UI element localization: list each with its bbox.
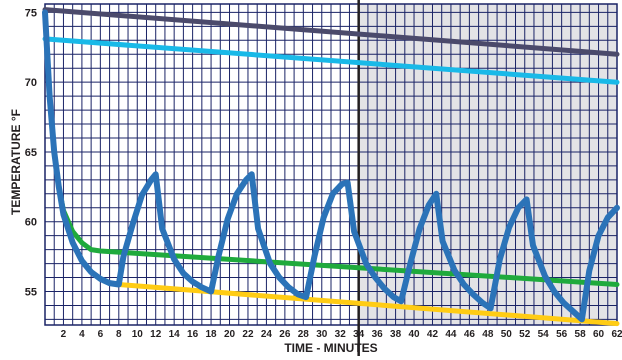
x-tick-label: 60: [593, 329, 605, 340]
series-line-1: [42, 7, 620, 57]
y-tick-label: 70: [25, 77, 37, 89]
x-tick-label: 44: [445, 329, 457, 340]
x-tick-label: 40: [408, 329, 420, 340]
x-tick-label: 58: [575, 329, 587, 340]
series-line-2: [42, 36, 620, 85]
x-tick-label: 20: [224, 329, 236, 340]
x-tick-label: 38: [390, 329, 402, 340]
x-tick-label: 36: [372, 329, 384, 340]
x-tick-label: 6: [98, 329, 104, 340]
x-tick-label: 14: [169, 329, 181, 340]
x-tick-label: 26: [279, 329, 291, 340]
x-tick-label: 50: [501, 329, 513, 340]
x-tick-label: 34: [353, 329, 365, 340]
x-tick-label: 62: [611, 329, 622, 340]
series-line-5: [42, 9, 620, 323]
x-tick-label: 28: [298, 329, 310, 340]
x-tick-label: 32: [335, 329, 347, 340]
x-tick-label: 52: [519, 329, 531, 340]
x-tick-label: 2: [61, 329, 67, 340]
y-tick-label: 65: [25, 147, 37, 159]
x-tick-label: 12: [150, 329, 162, 340]
x-tick-label: 8: [116, 329, 122, 340]
series-lines: [42, 7, 620, 327]
x-tick-label: 30: [316, 329, 328, 340]
x-tick-label: 48: [482, 329, 494, 340]
x-tick-label: 46: [464, 329, 476, 340]
x-tick-label: 54: [538, 329, 550, 340]
y-tick-label: 75: [25, 7, 37, 19]
x-tick-label: 22: [242, 329, 254, 340]
x-tick-label: 56: [556, 329, 568, 340]
x-tick-label: 16: [187, 329, 199, 340]
x-tick-labels: 2 4 6 8 10 12 14 16 18 20 22 24 26 28 30 32 34 36 38 40 42 44…: [61, 329, 622, 340]
x-tick-label: 18: [206, 329, 218, 340]
plot-frame: [44, 3, 618, 326]
x-axis-label: TIME - MINUTES: [284, 341, 377, 355]
y-tick-labels: 55 60 65 70 75: [25, 7, 37, 298]
y-tick-label: 55: [25, 287, 37, 299]
y-tick-label: 60: [25, 217, 37, 229]
x-tick-label: 10: [132, 329, 144, 340]
x-tick-label: 4: [79, 329, 85, 340]
y-axis-label: TEMPERATURE °F: [9, 109, 23, 215]
x-tick-label: 24: [261, 329, 273, 340]
x-tick-label: 42: [427, 329, 439, 340]
